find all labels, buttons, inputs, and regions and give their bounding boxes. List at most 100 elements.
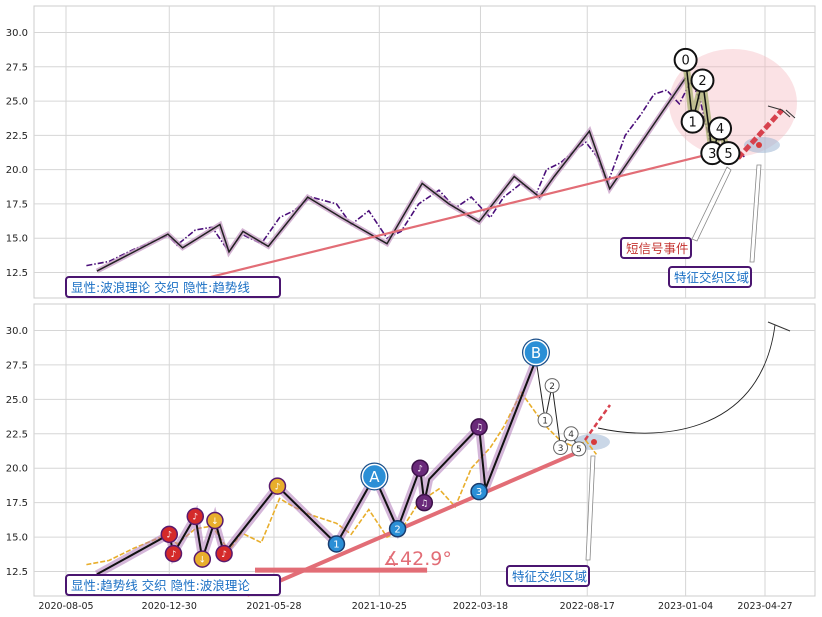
signal-dot — [591, 439, 597, 445]
price-series — [86, 390, 598, 566]
plot-area — [33, 5, 816, 299]
y-tick-label: 25.0 — [6, 395, 28, 406]
wave-marker: B — [531, 344, 541, 362]
x-tick-label: 2020-12-30 — [142, 601, 197, 612]
projection-dash — [583, 404, 612, 441]
wave-marker-circle — [186, 507, 205, 526]
bottom-panel: 30.0 27.5 25.0 22.5 20.0 17.5 15.0 12.5 2020-08-… — [6, 303, 816, 612]
plot-area — [33, 303, 816, 597]
feature-zone-label-box — [668, 266, 752, 288]
wave-marker: 1 — [542, 416, 548, 426]
projection-cap — [767, 105, 796, 119]
wave-marker: ♪ — [166, 531, 172, 541]
y-tick-label: 22.5 — [6, 131, 28, 142]
wave-line — [96, 77, 687, 272]
short-signal-label-box — [620, 237, 692, 259]
wave-marker-circle — [215, 544, 233, 563]
feature-zone-label: 特征交织区域 — [512, 569, 587, 584]
x-tick-label: 2021-10-25 — [352, 601, 407, 612]
wave-marker: 4 — [716, 122, 724, 137]
wave-marker: 2 — [394, 524, 400, 535]
wave-marker-circle — [708, 116, 733, 141]
wave-marker: 4 — [568, 430, 574, 440]
x-tick-label: 2022-03-18 — [453, 601, 508, 612]
y-tick-label: 12.5 — [6, 268, 28, 279]
wave-marker: 1 — [689, 115, 697, 130]
x-tick-label: 2021-05-28 — [246, 601, 301, 612]
short-signal-label: 短信号事件 — [626, 241, 689, 256]
y-tick-label: 30.0 — [6, 28, 28, 39]
wave-marker-circle — [268, 477, 287, 495]
wave-marker: ↓ — [199, 555, 207, 565]
wave-marker-circle — [523, 339, 549, 366]
wave-marker-circle — [470, 418, 488, 436]
projection-dash — [736, 108, 784, 160]
wave-marker-circle — [716, 141, 741, 166]
wave-marker: 3 — [558, 444, 564, 454]
wave-marker-circle — [673, 47, 698, 72]
wave-marker: ♫ — [475, 423, 483, 433]
wave-marker: A — [369, 468, 380, 486]
angle-label: ∡42.9° — [383, 548, 452, 570]
wave-marker-circle — [411, 459, 429, 477]
wave-marker-circle — [164, 544, 183, 563]
wave-marker: ♫ — [420, 499, 428, 509]
curved-arrow-cap — [767, 321, 791, 332]
wave-marker-circle — [193, 550, 212, 568]
curved-arrow — [597, 324, 776, 434]
feature-zone-label: 特征交织区域 — [674, 270, 749, 285]
wave-marker: 5 — [576, 445, 582, 455]
y-tick-label: 25.0 — [6, 97, 28, 108]
y-tick-label: 12.5 — [6, 567, 28, 578]
wave-marker: 2 — [549, 382, 555, 392]
wave-marker-circle — [470, 482, 488, 501]
wave-marker-circle — [388, 520, 407, 538]
y-tick-label: 27.5 — [6, 360, 28, 371]
legend-label: 显性:波浪理论 交织 隐性:趋势线 — [71, 280, 250, 295]
wave-marker-circle — [160, 525, 179, 544]
wave-marker-circle — [553, 440, 569, 456]
wave-marker: 5 — [724, 147, 732, 162]
feature-zone-arrow — [749, 164, 762, 263]
x-tick-label: 2023-04-27 — [737, 601, 792, 612]
wave-marker: ↓ — [211, 517, 219, 527]
x-tick-label: 2023-01-04 — [658, 601, 713, 612]
wave-marker: 2 — [698, 74, 706, 89]
wave-marker: ♪ — [192, 513, 198, 523]
y-tick-label: 15.0 — [6, 234, 28, 245]
wave-marker: ♪ — [417, 464, 423, 474]
short-signal-arrow — [691, 166, 732, 242]
legend-label-box — [65, 276, 281, 298]
wave-marker: 3 — [708, 147, 716, 162]
y-tick-label: 17.5 — [6, 199, 28, 210]
legend-label: 显性:趋势线 交织 隐性:波浪理论 — [71, 578, 250, 593]
wave-marker-circle — [361, 463, 388, 490]
feature-zone-arrow — [585, 455, 596, 561]
wave-marker: ♪ — [171, 550, 177, 560]
x-tick-label: 2022-08-17 — [560, 601, 615, 612]
wave-marker-circle — [680, 109, 705, 134]
y-tick-label: 30.0 — [6, 326, 28, 337]
wave-marker-circle — [571, 441, 587, 457]
wave-marker-circle — [415, 493, 434, 512]
y-tick-label: 27.5 — [6, 62, 28, 73]
y-tick-label: 20.0 — [6, 464, 28, 475]
wave-marker: 1 — [333, 540, 339, 551]
y-tick-label: 15.0 — [6, 533, 28, 544]
trend-line — [133, 146, 736, 297]
wave-marker: 0 — [681, 54, 689, 69]
y-tick-label: 22.5 — [6, 429, 28, 440]
wave-marker-circle — [563, 426, 579, 442]
legend-label-box — [65, 574, 281, 596]
wave-marker-circle — [327, 535, 346, 553]
wave-marker-circle — [537, 412, 553, 428]
wave-marker-circle — [690, 68, 715, 93]
y-tick-label: 20.0 — [6, 165, 28, 176]
top-panel: 30.0 27.5 25.0 22.5 20.0 17.5 15.0 12.5 0 1 2 345 显性… — [6, 5, 816, 299]
signal-dot — [756, 142, 762, 148]
wave-marker-circle — [206, 511, 224, 530]
wave-marker-circle — [544, 378, 560, 394]
wave-marker: ♪ — [275, 482, 281, 492]
wave-marker: 3 — [476, 487, 482, 498]
